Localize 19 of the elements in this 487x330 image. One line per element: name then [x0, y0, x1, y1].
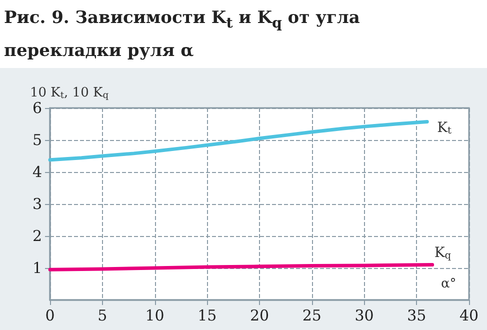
x-tick-label: 0 — [45, 306, 55, 324]
x-tick-label: 5 — [98, 306, 108, 324]
x-tick-label: 35 — [407, 306, 426, 324]
y-tick-label: 4 — [32, 163, 42, 181]
x-axis-title: α° — [441, 276, 456, 292]
x-tick-label: 30 — [354, 306, 374, 324]
x-tick-label: 20 — [250, 306, 270, 324]
x-tick-label: 40 — [459, 306, 479, 324]
line-series — [48, 120, 429, 162]
x-tick-label: 25 — [302, 306, 322, 324]
y-axis-title: 10 Kt, 10 Kq — [30, 86, 109, 102]
y-tick-label: 2 — [32, 227, 42, 245]
x-tick-label: 15 — [198, 306, 217, 324]
y-tick-label: 6 — [32, 99, 42, 117]
y-tick-label: 5 — [32, 131, 42, 149]
chart-title: Рис. 9. Зависимости K$_{t}$ и K$_{q}$ от угла перекладки руля α — [4, 8, 360, 62]
x-tick-label: 10 — [145, 306, 164, 324]
y-tick-label: 3 — [32, 195, 42, 213]
y-tick-label: 1 — [32, 259, 42, 277]
